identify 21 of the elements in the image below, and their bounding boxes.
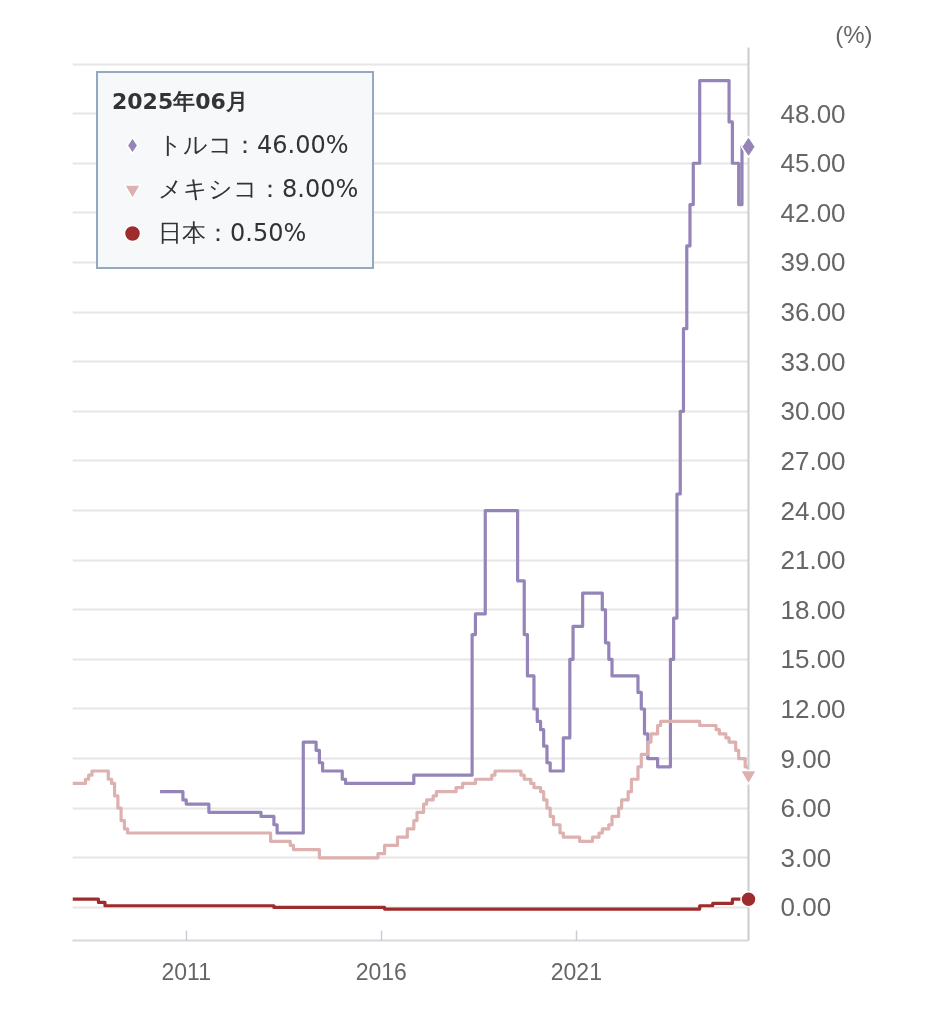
y-tick-label: 39.00 (780, 247, 846, 278)
y-tick-label: 15.00 (780, 644, 846, 675)
y-tick-label: 27.00 (780, 445, 846, 476)
y-tick-label: 18.00 (780, 594, 846, 625)
x-tick-label: 2016 (355, 958, 407, 985)
y-tick-label: 12.00 (780, 693, 846, 724)
y-tick-label: 9.00 (780, 743, 832, 774)
x-tick-label: 2011 (161, 958, 211, 985)
y-tick-label: 6.00 (780, 793, 832, 824)
y-tick-label: 3.00 (780, 842, 832, 873)
y-tick-label: 36.00 (780, 297, 846, 328)
y-tick-label: 0.00 (780, 892, 832, 923)
y-tick-label: 21.00 (780, 545, 846, 576)
y-tick-label: 30.00 (780, 396, 846, 427)
y-tick-label: 45.00 (780, 148, 846, 179)
y-axis-title: (%) (835, 20, 873, 48)
x-tick-label: 2021 (550, 958, 602, 985)
y-tick-label: 24.00 (780, 495, 846, 526)
y-tick-label: 42.00 (780, 197, 846, 228)
y-tick-label: 33.00 (780, 346, 846, 377)
y-tick-label: 48.00 (780, 98, 846, 129)
